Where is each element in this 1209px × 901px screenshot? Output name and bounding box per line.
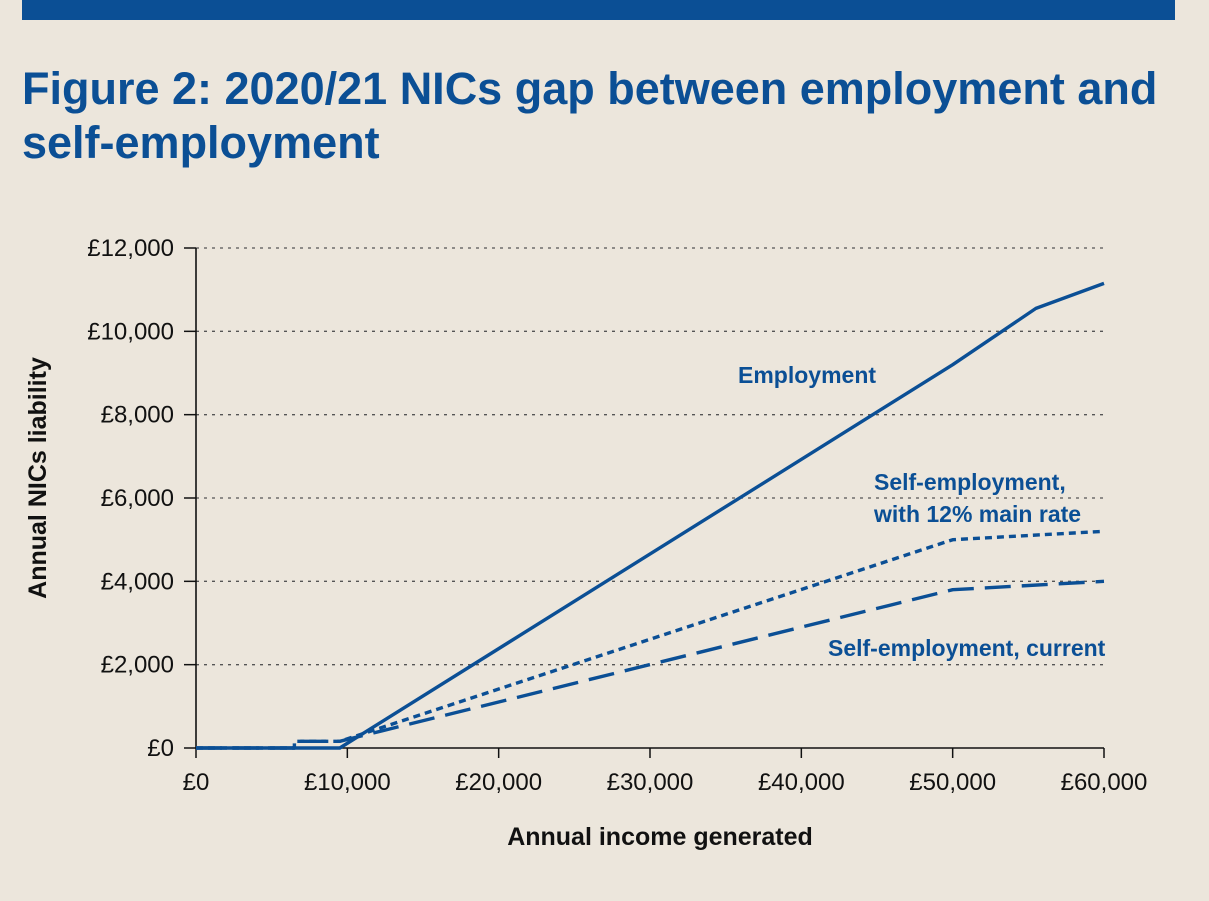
x-tick-label: £0 [183, 769, 210, 796]
labels: Annual income generated Annual NICs liab… [24, 357, 1106, 851]
y-tick-label: £10,000 [87, 318, 174, 345]
series-label-employment: Employment [738, 362, 876, 388]
x-tick-label: £60,000 [1061, 769, 1148, 796]
x-tick-label: £50,000 [909, 769, 996, 796]
x-tick-label: £20,000 [455, 769, 542, 796]
x-tick-label: £40,000 [758, 769, 845, 796]
y-tick-label: £12,000 [87, 235, 174, 262]
top-banner-bar [22, 0, 1175, 20]
x-tick-label: £10,000 [304, 769, 391, 796]
series-lines [196, 281, 1105, 750]
grid-lines [196, 247, 1104, 666]
series-label-self-employment-current: Self-employment, current [828, 635, 1106, 661]
series-label-self-employment-12-line1: Self-employment, [874, 469, 1066, 495]
x-axis-title: Annual income generated [507, 823, 813, 851]
y-tick-label: £4,000 [101, 568, 174, 595]
y-tick-label: £2,000 [101, 652, 174, 679]
figure-title: Figure 2: 2020/21 NICs gap between emplo… [22, 63, 1158, 168]
y-tick-label: £8,000 [101, 402, 174, 429]
axes: £0 £2,000 £4,000 £6,000 £8,000 £10,000 £12,000… [87, 235, 1147, 796]
y-tick-label: £0 [147, 735, 174, 762]
series-line-self-employment-12pct [196, 529, 1105, 750]
y-axis-title: Annual NICs liability [24, 357, 52, 599]
x-tick-label: £30,000 [607, 769, 694, 796]
series-line-self-employment-current [196, 579, 1105, 750]
series-label-self-employment-12-line2: with 12% main rate [873, 501, 1081, 527]
y-tick-label: £6,000 [101, 485, 174, 512]
